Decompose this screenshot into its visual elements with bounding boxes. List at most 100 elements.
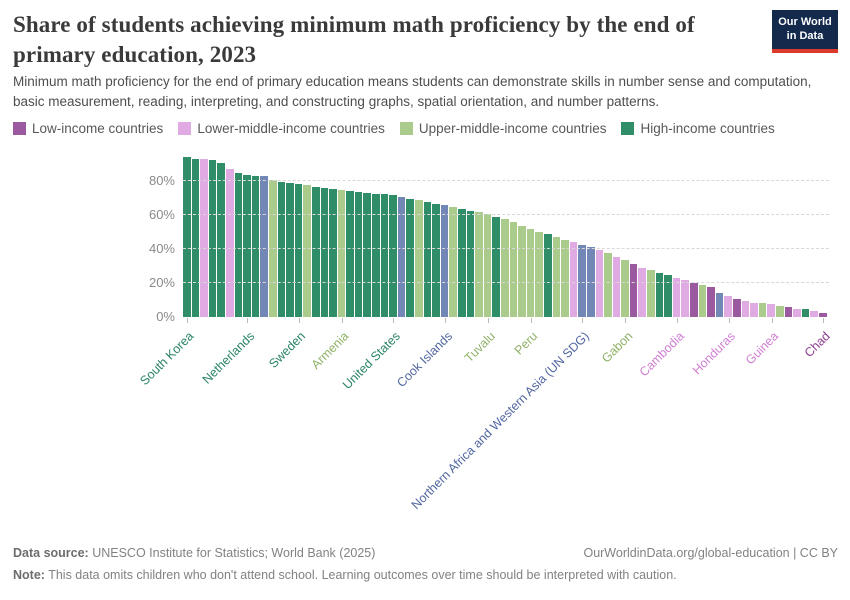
bar[interactable] xyxy=(672,277,681,317)
bar[interactable] xyxy=(647,270,655,317)
bar[interactable] xyxy=(466,210,475,317)
bar[interactable] xyxy=(775,305,784,317)
x-axis-label[interactable]: Sweden xyxy=(266,329,309,371)
x-axis-label[interactable]: Tuvalu xyxy=(461,329,498,366)
bar[interactable] xyxy=(707,287,715,317)
bar[interactable] xyxy=(389,195,397,317)
bar[interactable] xyxy=(715,293,724,317)
bar[interactable] xyxy=(621,259,629,317)
bar[interactable] xyxy=(810,311,818,317)
legend-item[interactable]: Upper-middle-income countries xyxy=(399,121,606,136)
bar[interactable] xyxy=(784,306,793,317)
x-axis-tick xyxy=(582,318,584,323)
bar[interactable] xyxy=(380,194,389,317)
bar[interactable] xyxy=(337,190,346,317)
bar[interactable] xyxy=(191,158,200,317)
bar[interactable] xyxy=(320,187,329,317)
bar[interactable] xyxy=(234,173,243,317)
legend-swatch xyxy=(13,122,26,135)
bar[interactable] xyxy=(638,267,647,317)
bar[interactable] xyxy=(475,212,483,317)
bar[interactable] xyxy=(655,272,664,317)
bar[interactable] xyxy=(286,183,294,317)
bar[interactable] xyxy=(483,213,492,317)
x-axis-label[interactable]: Guinea xyxy=(743,329,782,368)
bar[interactable] xyxy=(818,312,827,317)
credit-link[interactable]: OurWorldinData.org/global-education | CC… xyxy=(583,546,838,560)
footer-source-row: Data source: UNESCO Institute for Statis… xyxy=(13,546,838,560)
bar[interactable] xyxy=(681,280,690,317)
x-axis-label[interactable]: Peru xyxy=(512,329,541,358)
x-axis-label[interactable]: Netherlands xyxy=(199,329,257,387)
bar[interactable] xyxy=(225,168,234,317)
x-axis-label[interactable]: Armenia xyxy=(308,329,352,372)
bar[interactable] xyxy=(758,303,767,317)
bar[interactable] xyxy=(217,162,225,317)
bar[interactable] xyxy=(251,175,260,317)
bar[interactable] xyxy=(698,284,707,317)
bars-container xyxy=(183,150,829,317)
bar[interactable] xyxy=(346,190,354,317)
bar[interactable] xyxy=(664,275,672,317)
bar[interactable] xyxy=(243,174,251,317)
bar[interactable] xyxy=(561,239,569,317)
bar[interactable] xyxy=(294,184,303,317)
bar[interactable] xyxy=(767,304,775,317)
page-title: Share of students achieving minimum math… xyxy=(13,12,695,68)
bar[interactable] xyxy=(372,193,380,317)
x-axis-label[interactable]: Honduras xyxy=(690,329,739,378)
owid-logo-line1: Our World xyxy=(778,16,832,28)
bar[interactable] xyxy=(432,203,440,317)
bar[interactable] xyxy=(458,208,466,317)
bar[interactable] xyxy=(569,242,578,317)
bar[interactable] xyxy=(500,219,509,317)
legend-swatch xyxy=(399,122,413,135)
bar[interactable] xyxy=(595,249,604,317)
bar[interactable] xyxy=(578,244,586,317)
bar[interactable] xyxy=(440,205,449,317)
bar[interactable] xyxy=(604,253,612,317)
bar[interactable] xyxy=(793,308,801,317)
bar[interactable] xyxy=(354,191,363,317)
bar[interactable] xyxy=(449,207,457,317)
bar[interactable] xyxy=(733,299,741,317)
owid-logo[interactable]: Our World in Data xyxy=(772,10,838,53)
bar[interactable] xyxy=(183,156,191,317)
bar[interactable] xyxy=(311,186,320,317)
x-axis-label[interactable]: South Korea xyxy=(137,329,197,389)
bar[interactable] xyxy=(750,302,758,317)
legend-item[interactable]: Lower-middle-income countries xyxy=(178,121,385,136)
bar[interactable] xyxy=(612,256,621,317)
bar[interactable] xyxy=(277,181,286,317)
bar[interactable] xyxy=(423,202,432,317)
bar[interactable] xyxy=(526,229,535,317)
bar[interactable] xyxy=(552,236,561,317)
bar[interactable] xyxy=(329,189,337,317)
bar[interactable] xyxy=(543,234,552,317)
x-axis-tick xyxy=(186,318,188,323)
bar[interactable] xyxy=(801,309,810,317)
bar[interactable] xyxy=(363,192,372,317)
legend-item[interactable]: Low-income countries xyxy=(13,121,163,136)
bar[interactable] xyxy=(629,264,638,317)
legend-item[interactable]: High-income countries xyxy=(621,121,775,136)
bar[interactable] xyxy=(397,196,406,317)
bar[interactable] xyxy=(535,231,543,317)
bar[interactable] xyxy=(303,184,311,317)
x-axis-label[interactable]: Chad xyxy=(802,329,834,361)
x-axis-label[interactable]: Gabon xyxy=(598,329,636,366)
bar[interactable] xyxy=(724,295,732,317)
x-axis-label[interactable]: Cambodia xyxy=(636,329,687,380)
bar[interactable] xyxy=(200,159,208,317)
bar[interactable] xyxy=(509,222,518,317)
bar[interactable] xyxy=(260,176,268,317)
y-axis-label: 60% xyxy=(148,206,175,222)
bar[interactable] xyxy=(208,160,217,317)
bar[interactable] xyxy=(415,200,423,317)
bar[interactable] xyxy=(518,225,526,317)
bar[interactable] xyxy=(741,300,750,317)
bar[interactable] xyxy=(492,216,500,317)
bar[interactable] xyxy=(406,198,415,317)
legend-swatch xyxy=(178,122,192,135)
bar[interactable] xyxy=(690,282,698,317)
